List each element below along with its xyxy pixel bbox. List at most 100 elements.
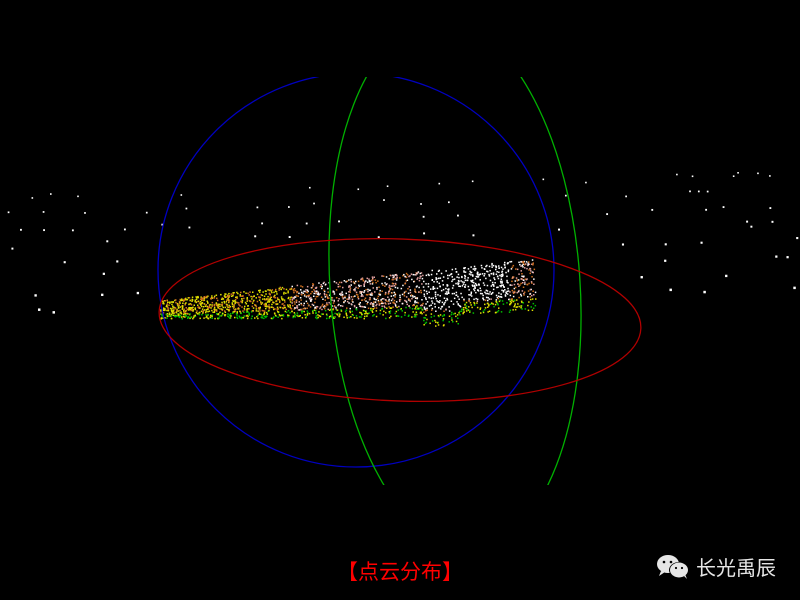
cloud-point [328,297,330,299]
cloud-point [275,300,277,302]
cloud-point [387,303,390,305]
cloud-point [351,298,354,301]
cloud-point [238,308,240,310]
cloud-point [240,301,242,303]
cloud-point [488,293,490,295]
cloud-point [330,296,333,299]
cloud-point [326,317,328,320]
cloud-point [342,297,344,299]
cloud-point [531,271,534,273]
cloud-point [219,311,221,314]
cloud-point [475,297,477,300]
cloud-point [502,284,504,286]
cloud-point [226,299,228,301]
cloud-point [503,263,506,266]
cloud-point [235,296,237,299]
cloud-point [318,294,320,296]
cloud-point [497,304,499,306]
cloud-point [284,310,287,313]
cloud-point [194,300,196,303]
cloud-point [467,309,470,311]
cloud-point [483,284,486,286]
cloud-point [237,307,240,309]
cloud-point [519,284,521,286]
cloud-point [334,312,336,315]
cloud-point [445,308,447,310]
cloud-point [227,315,229,317]
cloud-point [360,316,362,318]
cloud-point [409,291,412,294]
cloud-point [529,272,531,275]
cloud-point [461,285,464,287]
cloud-point [323,305,326,307]
ground-point [305,222,308,225]
cloud-point [296,307,298,309]
cloud-point [420,311,422,313]
cloud-point [418,279,421,282]
ground-point [438,182,441,185]
cloud-point [246,297,248,299]
cloud-point [388,278,390,280]
cloud-point [282,315,285,317]
cloud-point [415,313,417,315]
rotation-ring-green[interactable] [312,12,598,558]
cloud-point [398,299,401,301]
cloud-point [333,291,335,293]
cloud-point [224,293,226,295]
cloud-point [170,317,173,320]
cloud-point [430,288,432,290]
cloud-point [170,313,173,316]
cloud-point [520,300,523,303]
cloud-point [352,314,354,317]
cloud-point [228,295,231,297]
cloud-point [188,309,190,311]
cloud-point [412,304,414,307]
cloud-point [279,315,281,317]
cloud-point [275,288,277,291]
ground-point [71,229,74,232]
cloud-point [488,305,490,307]
cloud-point [516,306,518,308]
cloud-point [187,313,189,315]
cloud-point [522,279,524,281]
cloud-point [383,310,385,313]
cloud-point [294,315,296,317]
ground-point [254,235,257,238]
cloud-point [297,295,299,297]
cloud-point [419,277,421,280]
cloud-point [324,296,327,298]
cloud-point [226,305,228,307]
cloud-point [381,275,383,277]
cloud-point [289,307,292,309]
cloud-point [376,288,378,290]
ground-point [116,260,119,263]
cloud-point [379,312,381,315]
cloud-point [224,306,226,309]
cloud-point [458,280,460,283]
cloud-point [229,305,231,308]
cloud-point [414,274,416,276]
cloud-point [439,314,442,316]
cloud-point [481,273,484,275]
cloud-point [314,298,317,300]
ground-point [757,172,759,175]
cloud-point [196,310,198,312]
cloud-point [426,309,428,311]
cloud-point [306,314,309,316]
cloud-point [183,311,185,314]
cloud-point [280,296,283,298]
cloud-point [348,295,350,298]
watermark-text: 长光禹辰 [696,556,776,580]
cloud-point [160,318,163,320]
cloud-point [445,299,447,302]
cloud-point [391,292,393,294]
cloud-point [256,300,259,303]
rotation-ring-red[interactable] [156,231,643,410]
cloud-point [197,296,199,299]
cloud-point [388,284,391,287]
rotation-ring-blue[interactable] [157,73,555,468]
cloud-point [378,293,380,295]
cloud-point [348,297,350,299]
